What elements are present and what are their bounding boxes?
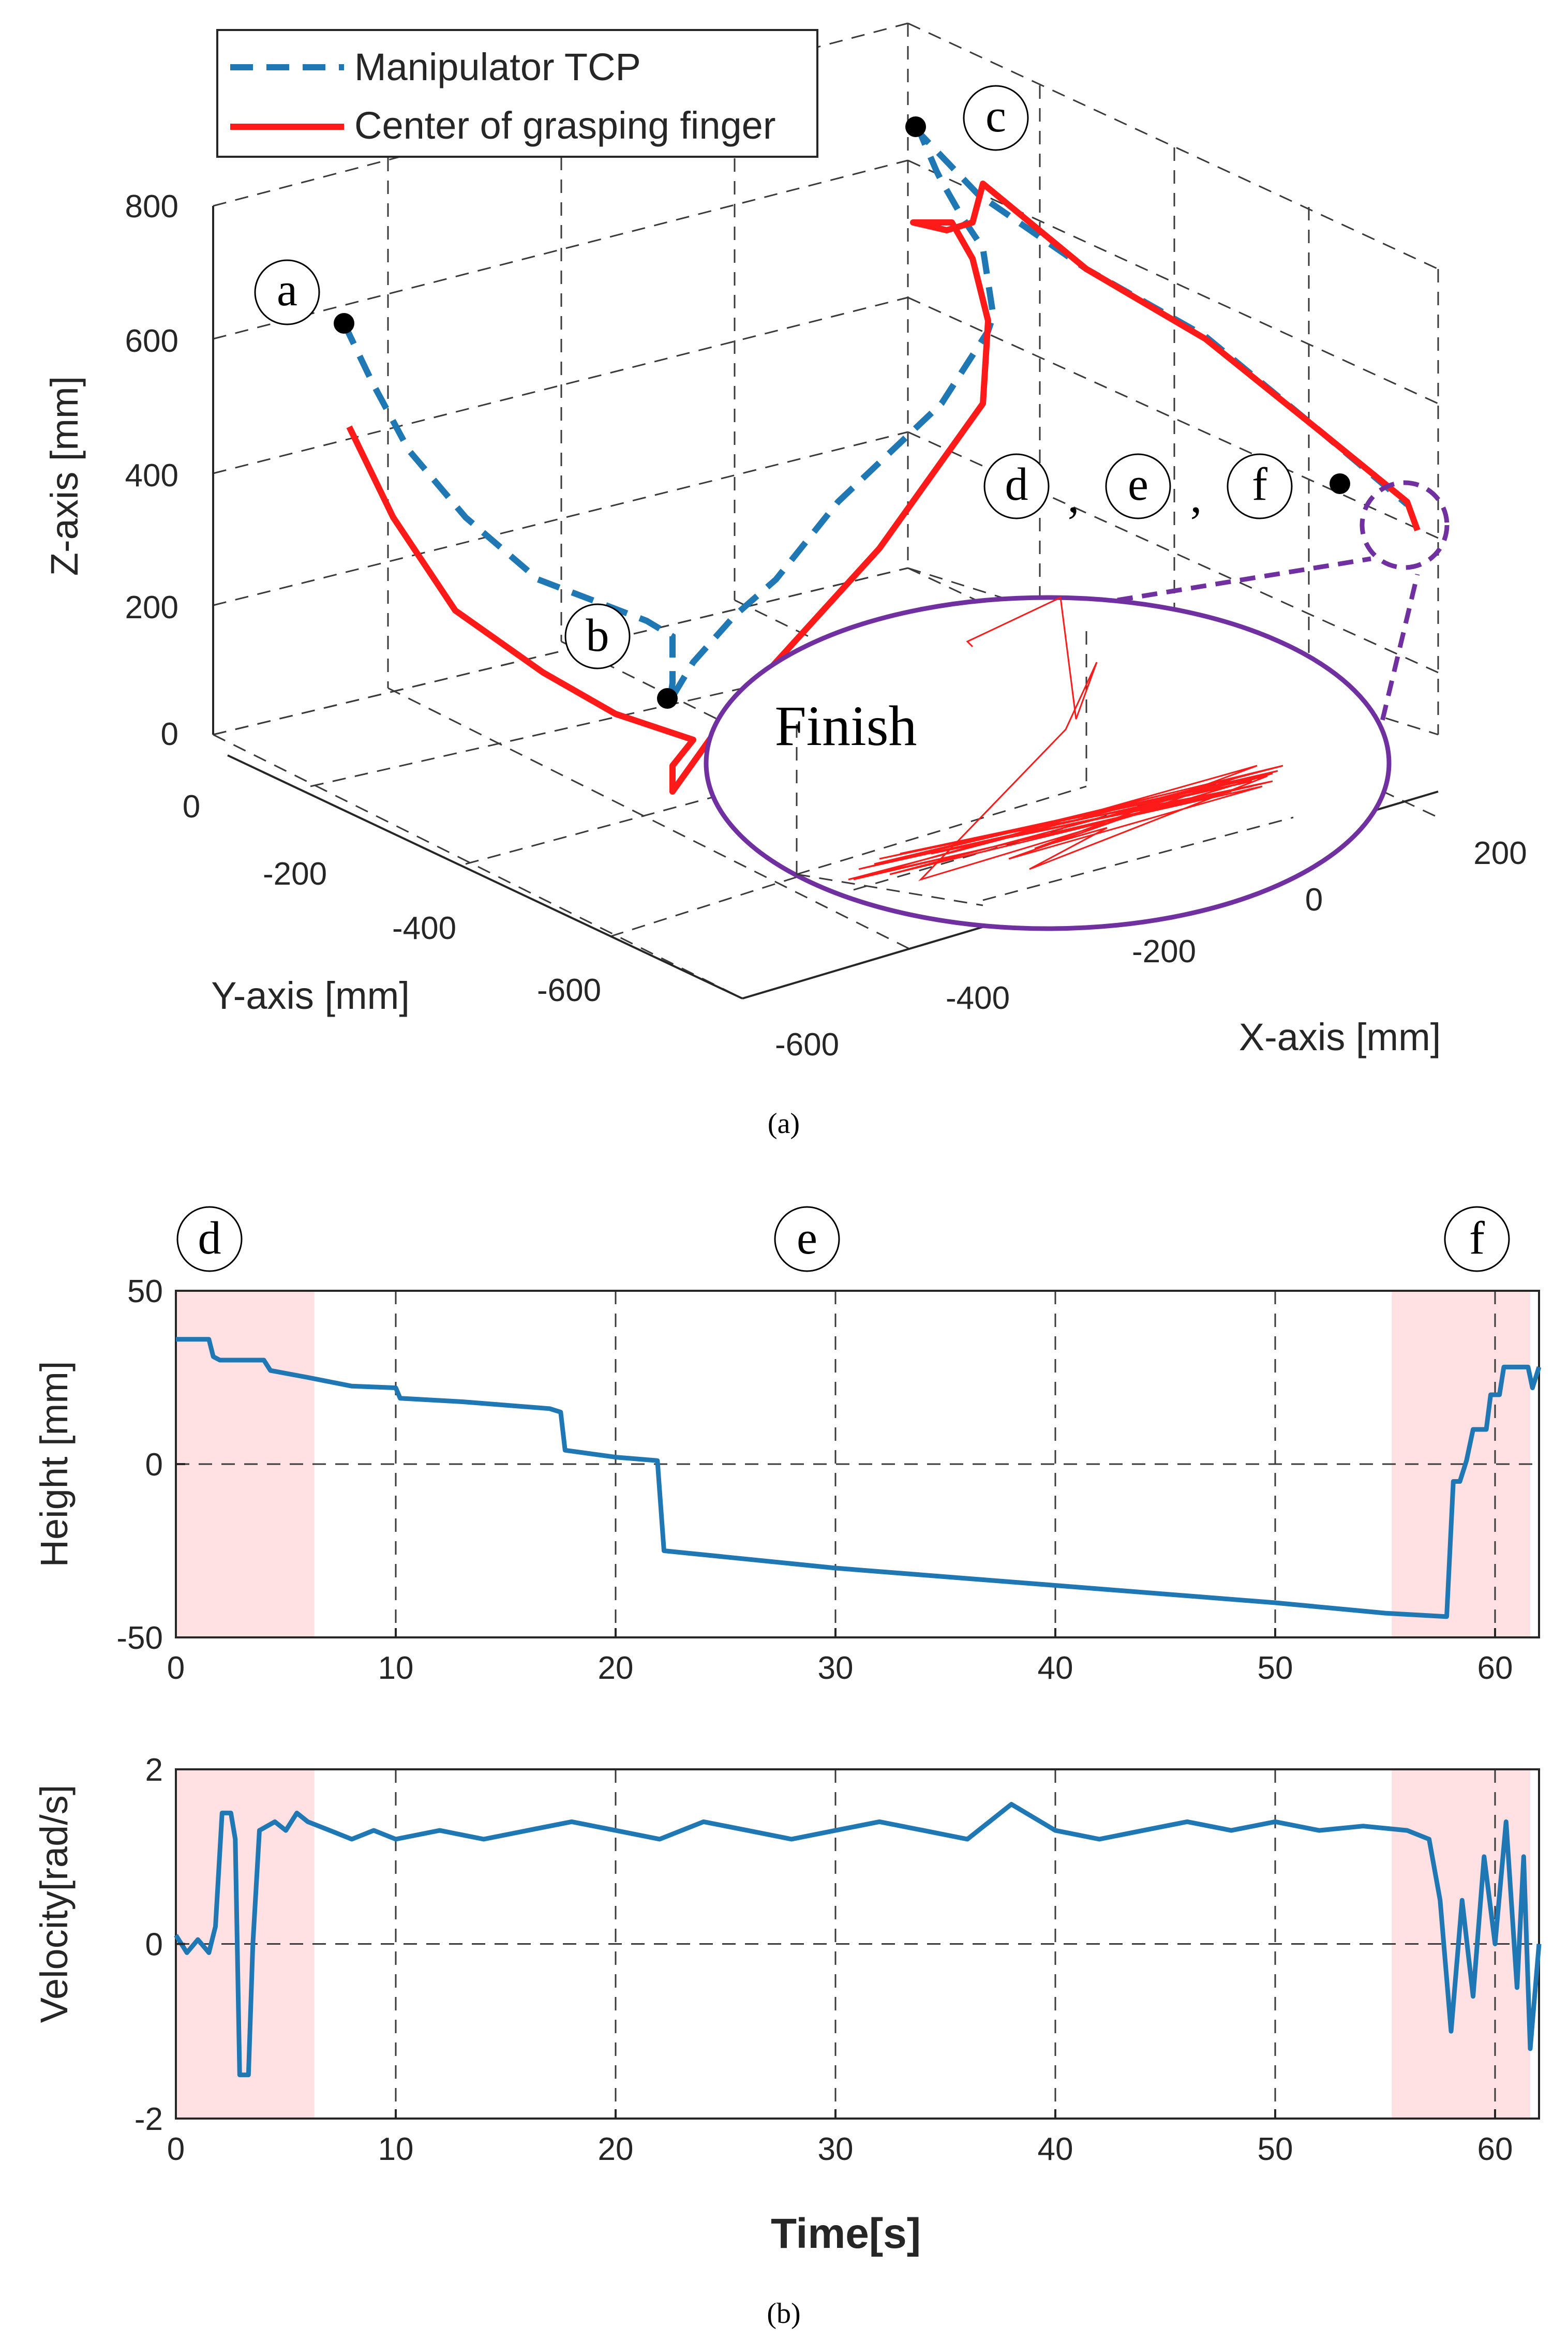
y-tick-label: -50 [116, 1620, 163, 1656]
x-tick-label: 20 [598, 2131, 634, 2167]
height-gridlines [176, 1291, 1539, 1637]
zoom-region-circle [1360, 480, 1450, 570]
x-tick-label: 20 [598, 1650, 634, 1686]
point-def-marker [1330, 473, 1350, 494]
inset-grid [796, 631, 1294, 906]
legend: Manipulator TCP Center of grasping finge… [216, 29, 818, 158]
annotation-c-label: c [985, 91, 1006, 142]
annotation-a: a [254, 259, 320, 325]
z-tick-label: 600 [125, 323, 178, 359]
x-tick-label: 30 [818, 2131, 854, 2167]
velocity-plot: 0 10 20 30 40 50 60 -202 Velocity[rad/s] Time[… [33, 1752, 1542, 2257]
velocity-axes-box [175, 1768, 1540, 2120]
series-line-manipulator-tcp [341, 132, 1409, 703]
height-x-ticks: 0 10 20 30 40 50 60 [167, 1628, 1513, 1686]
z-tick-label: 0 [161, 717, 178, 752]
finish-label: Finish [774, 694, 917, 757]
panel-a-caption: (a) [768, 1108, 800, 1140]
x-tick-label: 40 [1038, 1650, 1073, 1686]
x-tick-label: -400 [946, 980, 1010, 1016]
x-tick-label: 10 [378, 1650, 414, 1686]
x-tick-label: 50 [1258, 1650, 1293, 1686]
annotation-d-label: d [1005, 459, 1028, 510]
z-tick-label: 200 [125, 590, 178, 625]
height-axes-box [175, 1290, 1540, 1638]
annotation-e-label: e [1128, 459, 1148, 510]
phase-d-label: d [198, 1213, 221, 1264]
legend-label-finger: Center of grasping finger [354, 104, 775, 147]
y-tick-label: -600 [537, 973, 601, 1008]
zoom-connector-top [1117, 556, 1371, 603]
series-line-center-of-grasping-finger [346, 181, 1421, 795]
x-tick-label: 60 [1477, 1650, 1513, 1686]
y-tick-label: 50 [127, 1274, 163, 1309]
y-tick-label: 0 [145, 1927, 163, 1963]
velocity-y-label: Velocity[rad/s] [33, 1785, 76, 2023]
panel-a-3d-plot: 0 200 400 600 800 Z-axis [mm] 0 -200 -40… [43, 22, 1527, 1063]
time-x-label: Time[s] [771, 2210, 921, 2257]
point-c-marker [905, 116, 926, 137]
velocity-x-ticks: 0 10 20 30 40 50 60 [167, 2109, 1513, 2167]
x-tick-label: 0 [1305, 882, 1323, 918]
annotation-b: b [564, 603, 631, 669]
x-axis-label: X-axis [mm] [1239, 1016, 1441, 1058]
phase-e-label: e [797, 1213, 817, 1264]
x-tick-label: -600 [775, 1027, 839, 1063]
annotation-f-label: f [1252, 459, 1267, 510]
annotation-b-label: b [586, 610, 609, 661]
legend-label-tcp: Manipulator TCP [354, 46, 641, 88]
height-series-line [176, 1337, 1542, 1619]
inset-jitter-trace [848, 596, 1283, 882]
x-tick-label: 10 [378, 2131, 414, 2167]
z-tick-label: 400 [125, 458, 178, 494]
z-axis-label: Z-axis [mm] [43, 376, 86, 576]
x-tick-label: -200 [1132, 934, 1196, 970]
annotation-d-e-f: d , e , f [983, 453, 1293, 523]
y-tick-label: 0 [145, 1447, 163, 1483]
velocity-series-line [174, 1802, 1542, 2078]
y-tick-label: 2 [145, 1752, 163, 1788]
x-tick-label: 0 [167, 1650, 185, 1686]
point-a-marker [334, 313, 354, 334]
height-y-label: Height [mm] [33, 1361, 76, 1568]
y-tick-label: -200 [263, 856, 327, 892]
velocity-y-ticks: -2 0 2 [135, 1752, 185, 2137]
x-tick-label: 30 [818, 1650, 854, 1686]
x-tick-label: 200 [1473, 836, 1527, 871]
x-tick-label: 0 [167, 2131, 185, 2167]
panel-b-caption: (b) [767, 2298, 800, 2330]
x-tick-label: 60 [1477, 2131, 1513, 2167]
x-tick-label: 40 [1038, 2131, 1073, 2167]
phase-f-label: f [1469, 1213, 1485, 1264]
annotation-c: c [963, 85, 1029, 151]
y-axis-label: Y-axis [mm] [211, 974, 410, 1017]
y-tick-label: -2 [135, 2101, 163, 2137]
y-tick-label: 0 [183, 789, 200, 825]
y-tick-label: -400 [392, 911, 456, 946]
x-tick-label: 50 [1258, 2131, 1293, 2167]
phase-labels: d e f [176, 1206, 1510, 1272]
inset-ellipse [704, 595, 1392, 931]
annotation-sep-1: , [1068, 471, 1080, 523]
annotation-sep-2: , [1190, 471, 1202, 523]
height-y-ticks: -50 0 50 [116, 1274, 185, 1656]
point-b-marker [657, 688, 678, 709]
velocity-gridlines [176, 1769, 1539, 2119]
annotation-a-label: a [277, 264, 297, 316]
z-tick-label: 800 [125, 189, 178, 225]
y-axis-line [227, 754, 743, 1000]
